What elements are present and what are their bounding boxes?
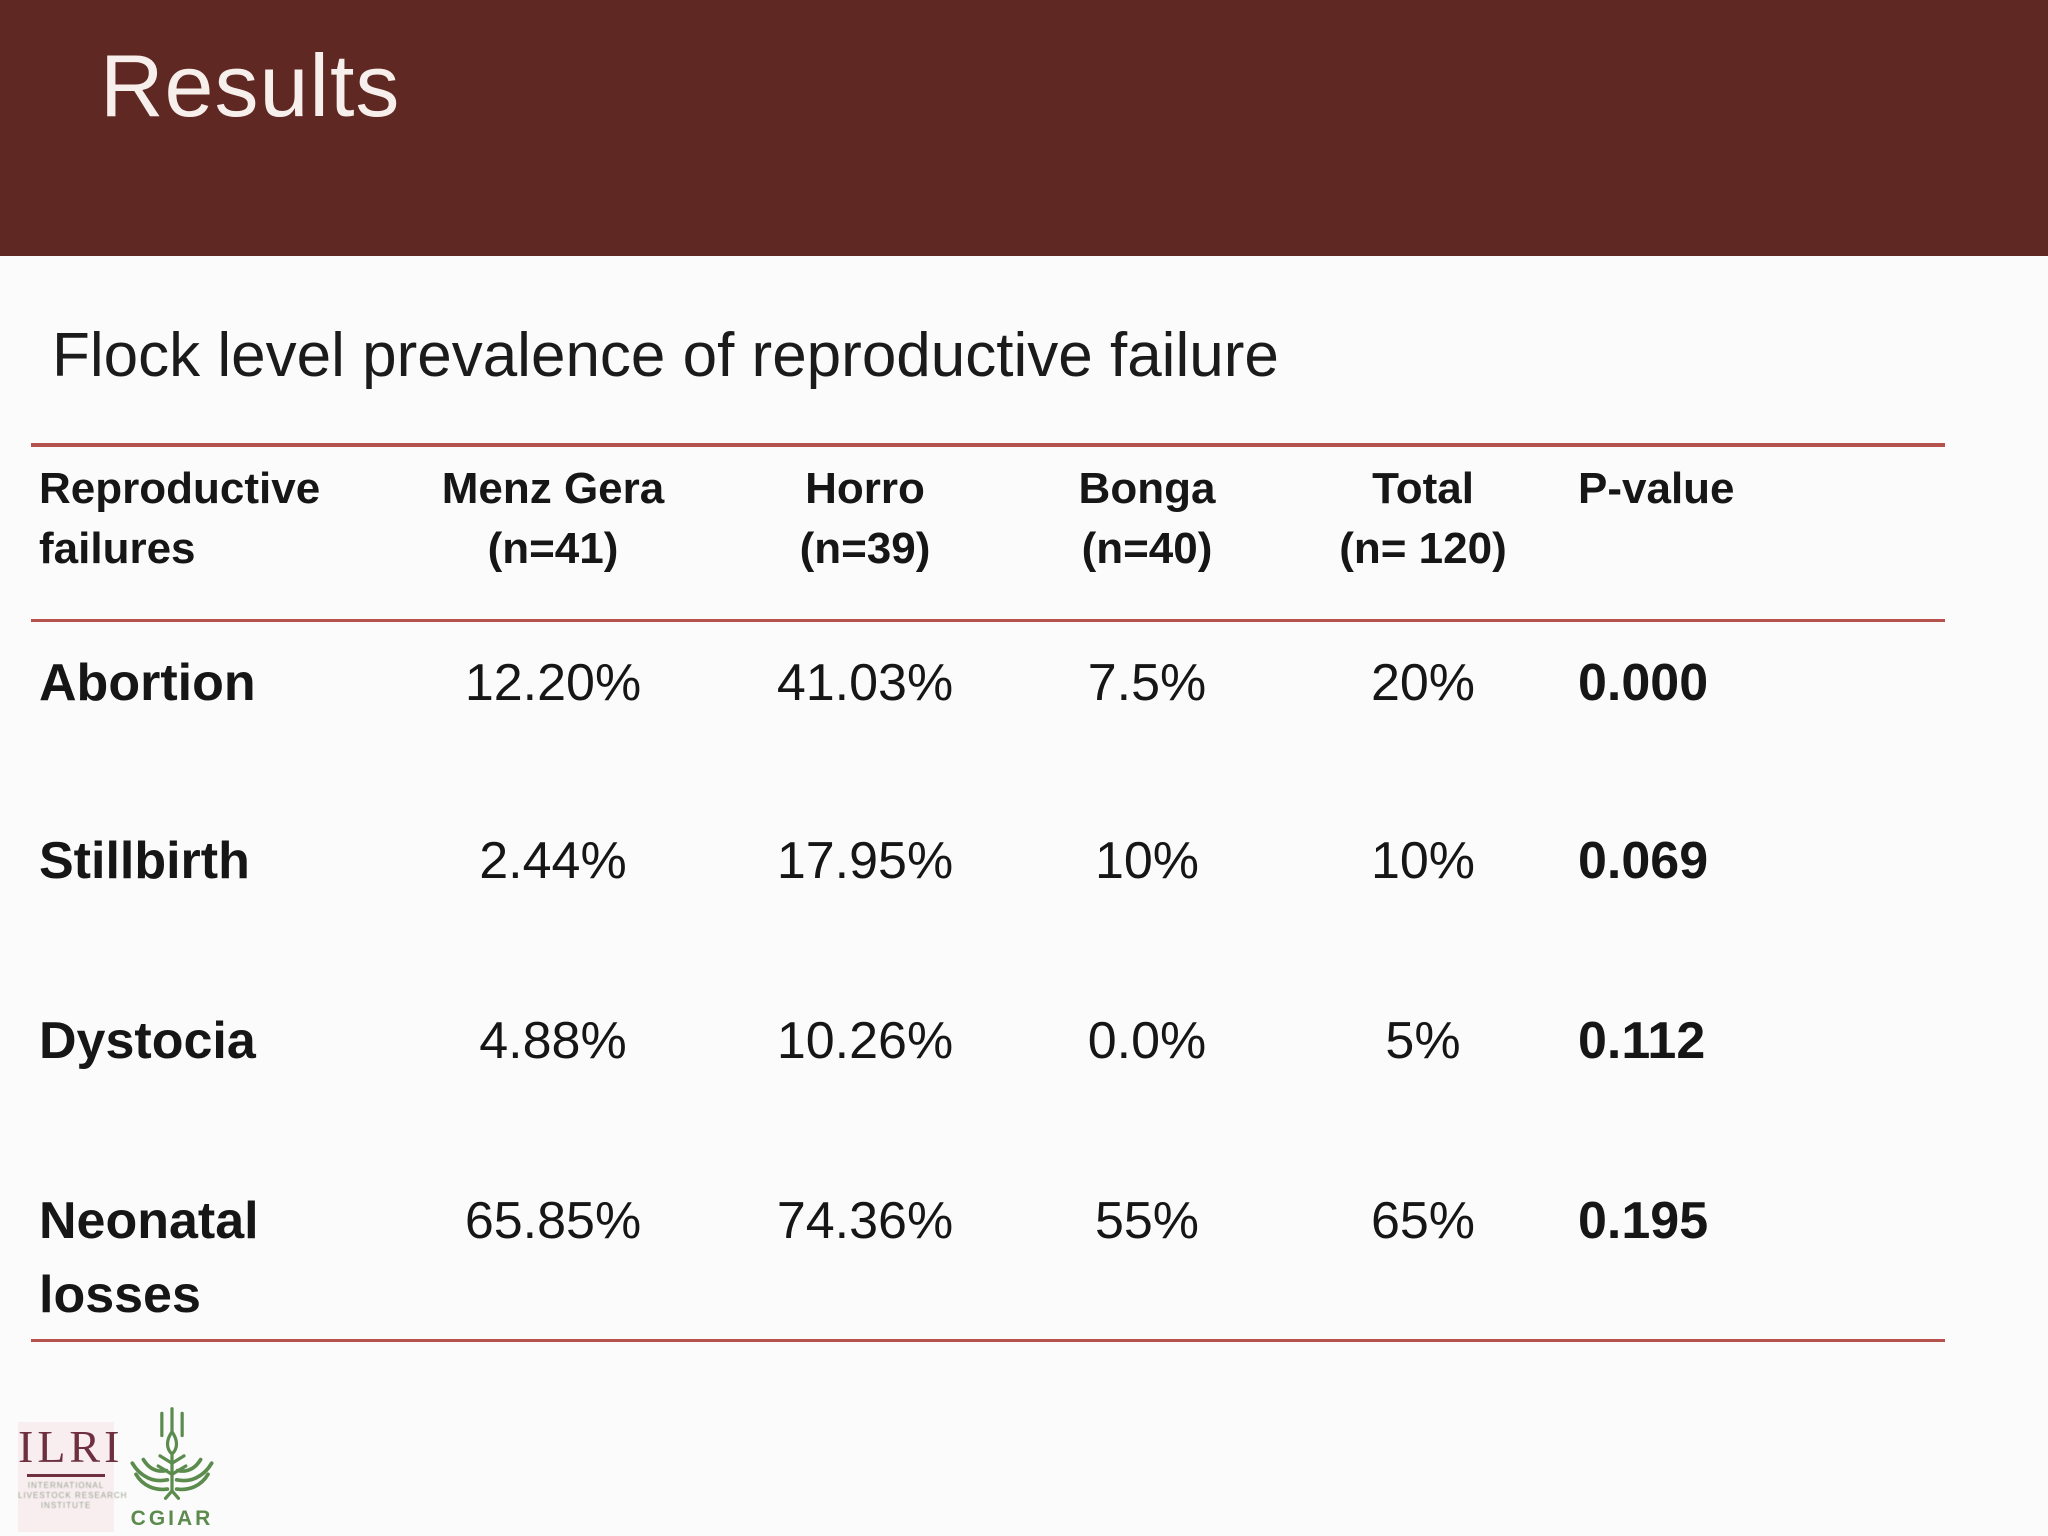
header-line: (n=39) [799,524,931,573]
row-label: Abortion [39,653,256,712]
ilri-subtext-line: INSTITUTE [40,1501,92,1510]
header-line: Horro [805,464,925,513]
value-horro: 74.36% [719,1160,1011,1342]
value-menz-gera: 2.44% [479,832,627,890]
table-row-stillbirth: Stillbirth 2.44% 17.95% 10% 10% 0.069 [31,800,1945,980]
header-total: Total (n= 120) [1283,445,1563,622]
value-total: 65% [1283,1160,1563,1342]
value-menz-gera: 65.85% [387,1160,719,1342]
slide-banner: Results [0,0,2048,256]
header-p-value: P-value [1563,445,1945,622]
header-line: failures [39,524,196,573]
slide-title: Results [100,36,401,135]
header-reproductive-failures: Reproductive failures [31,445,387,622]
header-menz-gera: Menz Gera (n=41) [387,445,719,622]
header-line: (n= 120) [1339,524,1507,573]
ilri-wordmark: ILRI [18,1421,124,1472]
table-header-row: Reproductive failures Menz Gera (n=41) H… [31,445,1945,622]
results-table: Reproductive failures Menz Gera (n=41) H… [31,443,1945,1342]
value-total: 20% [1370,653,1476,712]
ilri-logo: ILRI INTERNATIONAL LIVESTOCK RESEARCH IN… [18,1421,128,1532]
ilri-underline [27,1474,105,1477]
value-bonga: 10% [1094,832,1200,890]
value-p-value: 0.112 [1578,1012,1706,1070]
value-horro: 17.95% [776,832,954,890]
header-line: P-value [1578,464,1735,513]
value-menz-gera: 4.88% [479,1012,627,1070]
header-horro: Horro (n=39) [719,445,1011,622]
row-label: Neonatal losses [31,1160,387,1342]
value-menz-gera: 12.20% [464,653,642,712]
slide-subtitle: Flock level prevalence of reproductive f… [52,321,1279,390]
ilri-subtext-line: LIVESTOCK RESEARCH [18,1491,128,1500]
value-p-value: 0.000 [1578,653,1709,712]
row-label: Stillbirth [39,832,250,890]
value-total: 10% [1370,832,1476,890]
cgiar-logo: CGIAR [124,1406,220,1530]
header-line: (n=40) [1081,524,1213,573]
header-line: Reproductive [39,464,321,513]
value-total: 5% [1385,1012,1461,1070]
value-horro: 41.03% [776,653,954,712]
value-bonga: 55% [1011,1160,1283,1342]
table-row-abortion: Abortion 12.20% 41.03% 7.5% 20% 0.000 [31,620,1945,800]
table-row-dystocia: Dystocia 4.88% 10.26% 0.0% 5% 0.112 [31,980,1945,1160]
ilri-subtext-line: INTERNATIONAL [27,1481,105,1490]
cgiar-wheat-icon [124,1407,220,1506]
table-row-neonatal-losses: Neonatal losses 65.85% 74.36% 55% 65% 0.… [31,1160,1945,1342]
value-horro: 10.26% [776,1012,954,1070]
header-line: Bonga [1078,464,1216,513]
value-bonga: 7.5% [1087,653,1207,712]
value-p-value: 0.069 [1578,832,1709,890]
header-bonga: Bonga (n=40) [1011,445,1283,622]
cgiar-wordmark: CGIAR [130,1507,214,1530]
header-line: (n=41) [487,524,619,573]
value-bonga: 0.0% [1087,1012,1207,1070]
row-label: Dystocia [39,1012,256,1070]
header-line: Total [1372,464,1474,513]
header-line: Menz Gera [441,464,665,513]
value-p-value: 0.195 [1563,1160,1945,1342]
